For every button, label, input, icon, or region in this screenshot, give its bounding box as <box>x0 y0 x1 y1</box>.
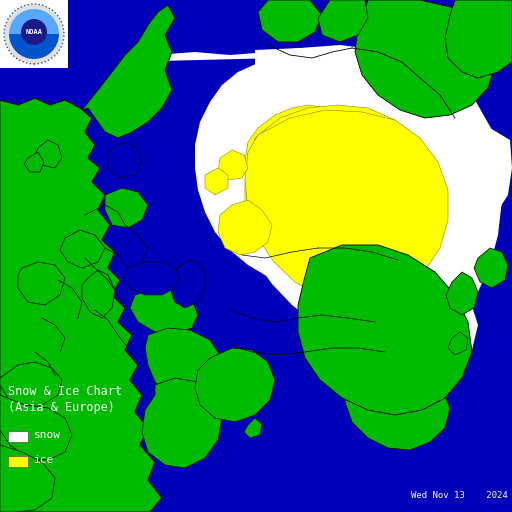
Polygon shape <box>445 0 512 78</box>
Polygon shape <box>118 45 492 312</box>
Polygon shape <box>450 128 512 222</box>
Circle shape <box>4 4 64 64</box>
Polygon shape <box>82 5 175 138</box>
Polygon shape <box>446 272 478 315</box>
Polygon shape <box>300 245 478 386</box>
Polygon shape <box>205 168 228 195</box>
Polygon shape <box>245 105 362 222</box>
Polygon shape <box>82 270 115 318</box>
Polygon shape <box>318 0 368 42</box>
Polygon shape <box>448 332 468 355</box>
Polygon shape <box>0 445 55 512</box>
Polygon shape <box>170 260 205 308</box>
Polygon shape <box>345 360 450 450</box>
Polygon shape <box>195 348 275 422</box>
Bar <box>8 456 28 467</box>
Wedge shape <box>9 34 59 59</box>
Polygon shape <box>124 262 180 295</box>
Text: Wed Nov 13    2024: Wed Nov 13 2024 <box>411 491 508 500</box>
Polygon shape <box>35 140 62 168</box>
Polygon shape <box>245 105 432 278</box>
Polygon shape <box>0 395 72 460</box>
Polygon shape <box>218 150 248 180</box>
FancyBboxPatch shape <box>0 0 68 68</box>
Polygon shape <box>108 142 142 178</box>
Polygon shape <box>244 418 262 438</box>
Polygon shape <box>230 48 502 346</box>
Polygon shape <box>474 248 508 288</box>
Polygon shape <box>218 200 272 255</box>
Circle shape <box>21 19 47 45</box>
Text: snow: snow <box>34 430 61 440</box>
Wedge shape <box>9 9 59 34</box>
Text: NOAA: NOAA <box>26 29 42 35</box>
Polygon shape <box>60 230 105 268</box>
Polygon shape <box>245 110 448 302</box>
Polygon shape <box>105 188 148 228</box>
Polygon shape <box>145 328 222 398</box>
Polygon shape <box>0 98 162 512</box>
Polygon shape <box>298 245 472 415</box>
Polygon shape <box>18 262 65 305</box>
Text: ice: ice <box>34 455 54 465</box>
Polygon shape <box>258 0 322 42</box>
Bar <box>8 431 28 442</box>
Text: Snow & Ice Chart
(Asia & Europe): Snow & Ice Chart (Asia & Europe) <box>8 385 122 414</box>
Polygon shape <box>130 288 198 335</box>
Polygon shape <box>142 378 222 468</box>
Polygon shape <box>24 152 44 172</box>
Polygon shape <box>0 362 62 408</box>
Polygon shape <box>355 0 495 118</box>
